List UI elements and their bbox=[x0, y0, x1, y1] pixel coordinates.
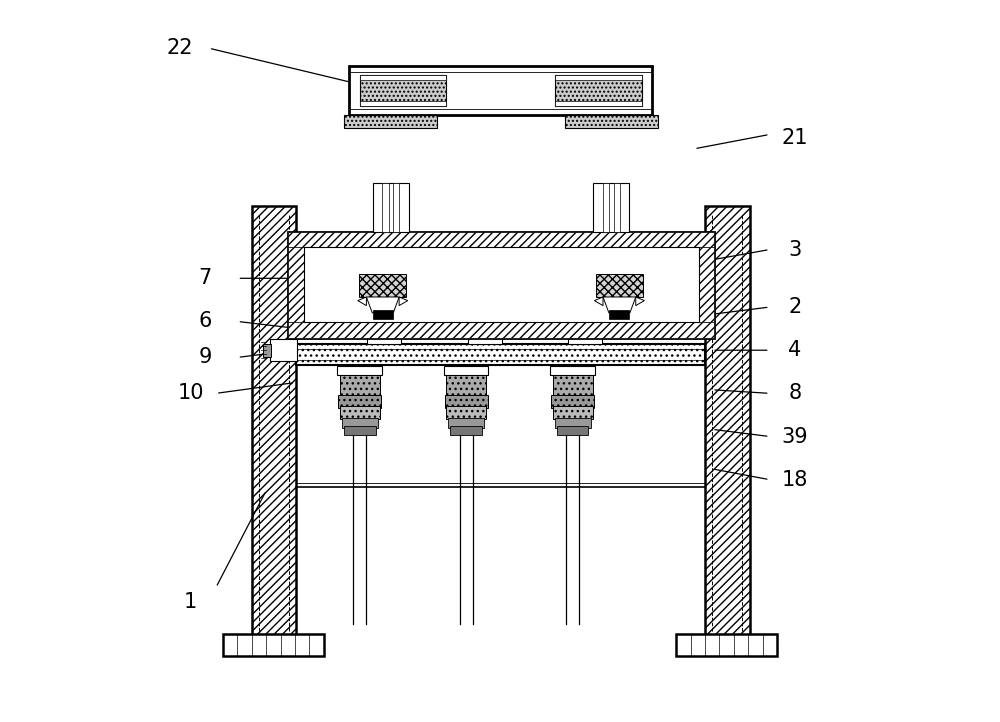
Bar bbox=[223, 635, 324, 656]
Bar bbox=[360, 75, 446, 80]
Bar bbox=[270, 339, 297, 361]
Bar bbox=[705, 206, 750, 645]
Bar bbox=[603, 183, 609, 232]
Bar bbox=[557, 427, 588, 435]
Bar bbox=[446, 375, 486, 396]
Bar bbox=[360, 101, 446, 106]
Polygon shape bbox=[358, 297, 366, 305]
Bar bbox=[444, 366, 488, 375]
Bar bbox=[450, 427, 482, 435]
Bar bbox=[446, 406, 486, 419]
Bar bbox=[448, 418, 484, 428]
Bar bbox=[342, 418, 378, 428]
Bar bbox=[367, 331, 401, 344]
Bar bbox=[296, 344, 705, 365]
Bar bbox=[593, 183, 629, 232]
Bar bbox=[373, 183, 409, 232]
Bar bbox=[551, 395, 594, 408]
Bar bbox=[288, 232, 714, 338]
Bar bbox=[445, 395, 488, 408]
Bar bbox=[337, 366, 382, 375]
Bar bbox=[393, 183, 399, 232]
Text: 18: 18 bbox=[782, 470, 808, 490]
Bar bbox=[614, 183, 620, 232]
Bar bbox=[288, 232, 714, 248]
Bar bbox=[568, 331, 602, 344]
Bar bbox=[609, 310, 629, 318]
Bar bbox=[359, 274, 406, 297]
Bar bbox=[349, 66, 652, 115]
Bar bbox=[553, 375, 593, 396]
Bar bbox=[340, 406, 380, 419]
Bar bbox=[263, 344, 271, 357]
Bar bbox=[553, 406, 593, 419]
Bar bbox=[338, 395, 381, 408]
Bar bbox=[304, 248, 699, 322]
Bar bbox=[699, 248, 714, 322]
Bar bbox=[550, 366, 595, 375]
Text: 1: 1 bbox=[184, 592, 197, 612]
Bar bbox=[596, 274, 643, 297]
Polygon shape bbox=[366, 297, 399, 313]
Bar bbox=[676, 635, 777, 656]
Bar bbox=[344, 115, 437, 128]
Bar bbox=[360, 75, 446, 106]
Bar bbox=[340, 375, 380, 396]
Text: 22: 22 bbox=[167, 38, 193, 58]
Text: 21: 21 bbox=[782, 128, 808, 148]
Text: 8: 8 bbox=[788, 383, 801, 404]
Bar bbox=[252, 206, 296, 645]
Text: 4: 4 bbox=[788, 340, 802, 360]
Bar bbox=[382, 183, 389, 232]
Text: 3: 3 bbox=[788, 240, 802, 259]
Bar bbox=[373, 310, 393, 318]
Text: 39: 39 bbox=[782, 427, 808, 446]
Text: 2: 2 bbox=[788, 297, 802, 317]
Bar bbox=[555, 75, 642, 106]
Polygon shape bbox=[636, 297, 644, 305]
Bar bbox=[565, 115, 658, 128]
Text: 7: 7 bbox=[198, 269, 212, 288]
Text: 10: 10 bbox=[177, 383, 204, 404]
Polygon shape bbox=[399, 297, 408, 305]
Text: 6: 6 bbox=[198, 311, 212, 331]
Bar bbox=[555, 418, 591, 428]
Bar bbox=[555, 101, 642, 106]
Polygon shape bbox=[594, 297, 603, 305]
Bar bbox=[344, 427, 376, 435]
Bar bbox=[555, 75, 642, 80]
Bar bbox=[288, 248, 304, 322]
Bar bbox=[288, 322, 714, 338]
Bar bbox=[468, 331, 502, 344]
Polygon shape bbox=[603, 297, 636, 313]
Text: 9: 9 bbox=[198, 347, 212, 367]
